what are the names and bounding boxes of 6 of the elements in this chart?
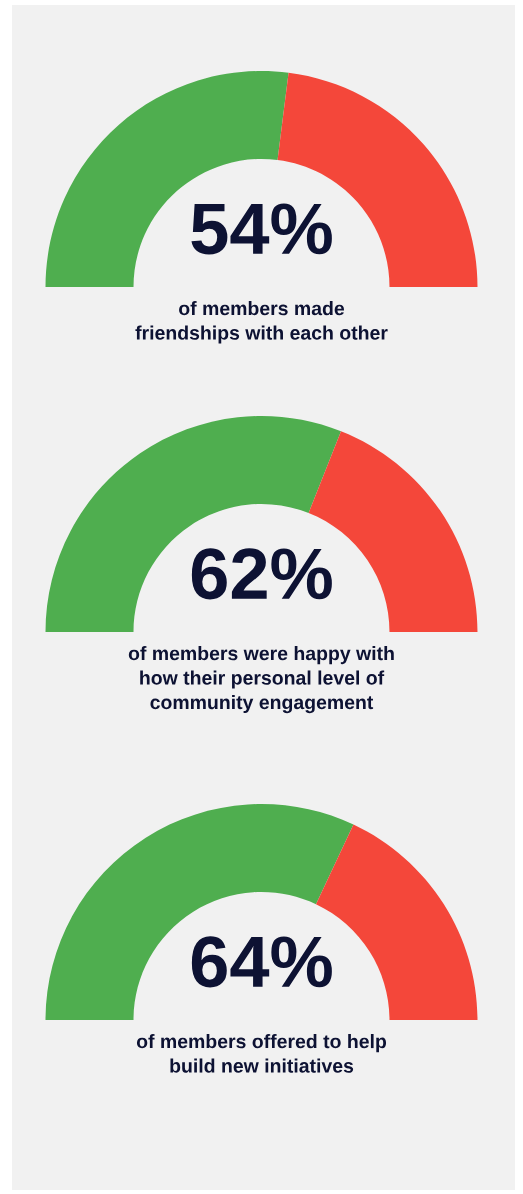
- data-label: 64%: [191, 936, 332, 988]
- data-label: 54%: [191, 203, 332, 255]
- text: of members made friendships with each other: [135, 301, 388, 344]
- text: of members were happy with how their personal level of community engagement: [128, 646, 394, 714]
- text: of members offered to help build new initiatives: [136, 1034, 387, 1073]
- data-label: 62%: [191, 548, 332, 600]
